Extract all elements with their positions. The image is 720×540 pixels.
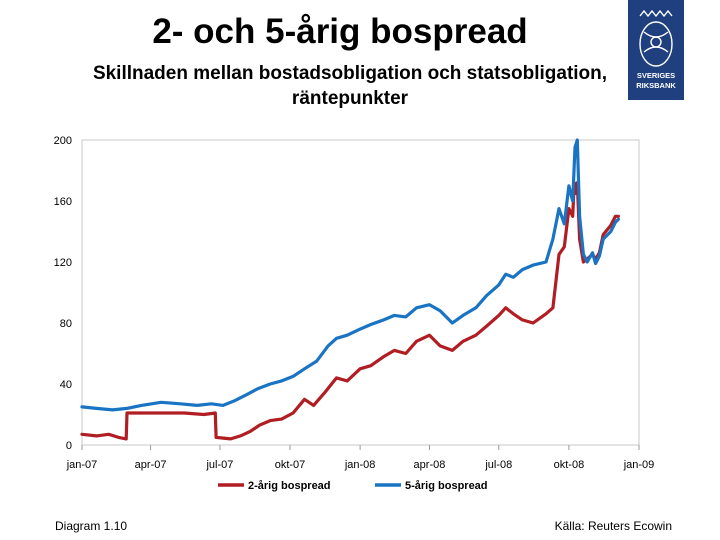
logo-text-line-2: RIKSBANK <box>636 81 676 90</box>
subtitle-line-1: Skillnaden mellan bostadsobligation och … <box>92 63 608 84</box>
series-line-1 <box>80 181 621 441</box>
legend-label-1: 2-årig bospread <box>248 480 331 492</box>
series-line-2 <box>80 138 621 412</box>
logo-crest-icon <box>639 9 673 67</box>
x-tick-label: jan-07 <box>66 459 98 471</box>
subtitle-line-2: räntepunkter <box>291 87 409 109</box>
x-tick-label: okt-08 <box>554 459 585 471</box>
series-lines <box>80 138 621 441</box>
x-tick-label: jul-08 <box>484 459 512 471</box>
x-axis: jan-07 apr-07 jul-07 okt-07 jan-08 apr-08 jul-… <box>66 445 655 471</box>
y-tick-label: 80 <box>60 318 72 330</box>
x-tick-label: jul-07 <box>205 459 233 471</box>
diagram-number: Diagram 1.10 <box>55 519 128 533</box>
x-tick-label: jan-08 <box>344 459 376 471</box>
legend: 2-årig bospread 5-årig bospread <box>218 480 488 492</box>
page-title: 2- och 5-årig bospread <box>152 12 528 51</box>
x-tick-label: apr-07 <box>135 459 167 471</box>
y-axis: 0 40 80 120 160 200 <box>54 135 72 452</box>
y-tick-label: 120 <box>54 257 72 269</box>
y-tick-label: 200 <box>54 135 72 147</box>
x-tick-label: okt-07 <box>275 459 306 471</box>
y-tick-label: 160 <box>54 196 72 208</box>
page-subtitle: Skillnaden mellan bostadsobligation och … <box>30 62 670 111</box>
legend-label-2: 5-årig bospread <box>405 480 488 492</box>
x-tick-label: jan-09 <box>623 459 655 471</box>
x-tick-label: apr-08 <box>414 459 446 471</box>
logo-text-line-1: SVERIGES <box>637 71 675 80</box>
riksbank-logo: SVERIGES RIKSBANK <box>628 0 684 100</box>
source-note: Källa: Reuters Ecowin <box>554 519 672 533</box>
y-tick-label: 0 <box>66 440 72 452</box>
y-tick-label: 40 <box>60 379 72 391</box>
